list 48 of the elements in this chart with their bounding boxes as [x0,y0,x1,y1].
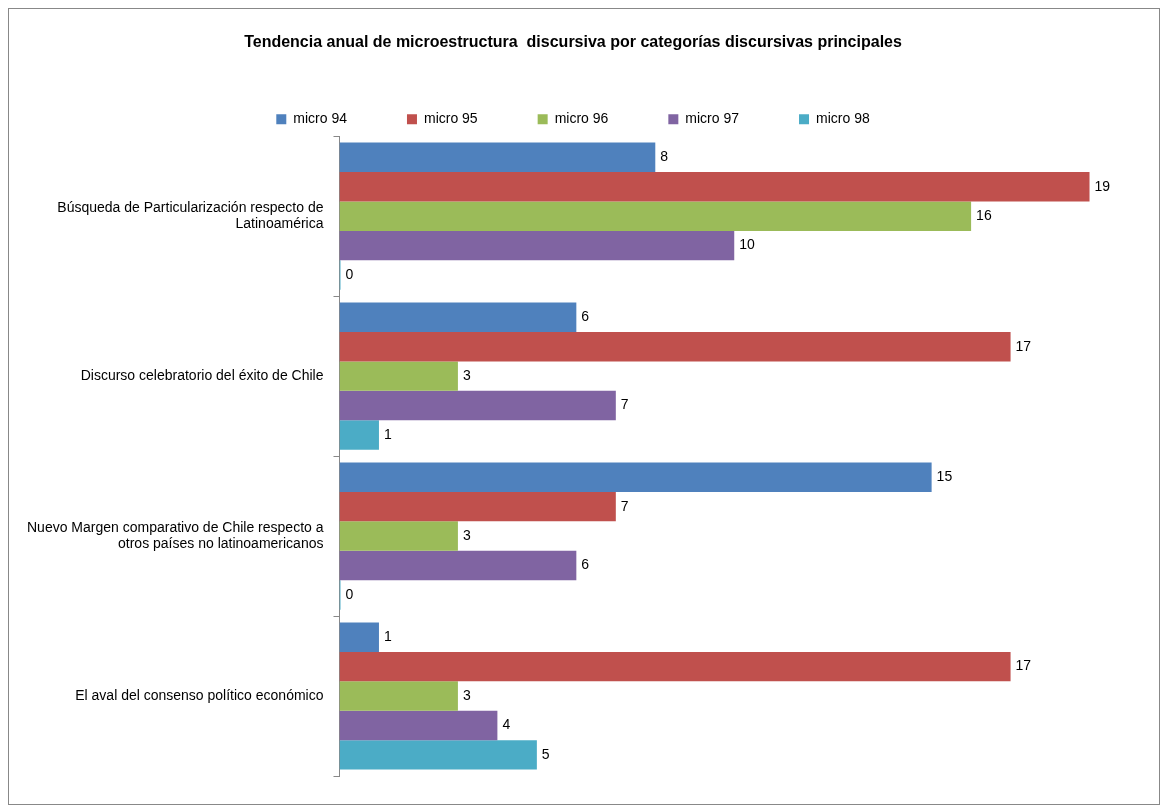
bar [339,491,616,522]
legend-label: micro 95 [423,110,478,127]
bar [339,230,735,261]
legend-label: micro 97 [685,110,740,127]
legend-label: micro 94 [293,110,348,127]
bar [339,710,498,741]
data-label: 7 [620,396,629,413]
bar [339,142,656,173]
bar [339,651,1011,682]
bar [339,550,577,581]
data-label: 0 [345,265,354,282]
y-tick-label: Búsqueda de Particularización respecto de Latinoamérica [57,198,324,232]
bar [339,681,458,711]
data-label: 8 [660,148,669,165]
data-label: 1 [383,628,392,645]
bar [339,331,1011,362]
y-tick-label: El aval del consenso político económico [75,686,324,703]
bar [339,521,458,551]
bar [339,390,616,421]
data-label: 1 [383,425,392,442]
data-label: 0 [345,585,354,602]
data-label: 6 [581,556,590,573]
bar [339,740,537,770]
data-label: 5 [541,745,550,762]
y-tick-label: Nuevo Margen comparativo de Chile respecto a otros países no latinoamericanos [26,518,324,552]
data-label: 3 [462,686,471,703]
data-label: 4 [502,716,511,733]
y-tick-label: Discurso celebratorio del éxito de Chile [80,366,324,383]
bar [339,361,458,391]
bar [339,622,379,652]
data-label: 3 [462,526,471,543]
bar [339,172,1090,202]
chart-title: Tendencia anual de microestructura discursiva por categorías discursivas principales [244,33,902,51]
data-label: 10 [739,236,756,253]
data-label: 16 [976,207,992,224]
data-label: 6 [581,308,590,325]
data-label: 17 [1015,337,1032,354]
legend-label: micro 96 [554,110,609,127]
bar [339,302,577,332]
data-label: 7 [620,497,629,514]
data-label: 17 [1015,657,1032,674]
bar [339,201,972,231]
bar [339,462,932,492]
bar [339,420,379,450]
legend-label: micro 98 [816,110,870,127]
data-label: 15 [936,468,953,485]
data-label: 3 [462,366,471,383]
data-label: 19 [1094,177,1111,194]
